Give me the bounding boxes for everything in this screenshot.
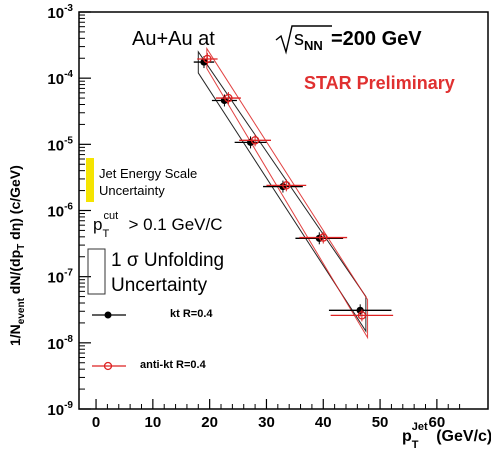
point-anti-kt-r-0-4 <box>357 311 367 320</box>
point-anti-kt-r-0-4 <box>224 93 233 103</box>
y-tick-label: 10-7 <box>47 268 73 287</box>
chart-title: Au+Au at sNN =200 GeV <box>132 28 422 53</box>
x-axis-label: p Jet T (GeV/c) <box>402 421 491 451</box>
y-tick-label: 10-6 <box>47 202 73 221</box>
title-main: Au+Au at <box>132 28 215 50</box>
legend-antikt-marker <box>92 361 126 371</box>
x-tick-label: 10 <box>145 414 162 431</box>
y-axis-label: 1/Nevent dN/(dpT dη) (c/GeV) <box>7 165 27 346</box>
y-tick-label: 10-5 <box>47 135 73 154</box>
legend-kt-marker <box>92 311 126 319</box>
star-preliminary-label: STAR Preliminary <box>304 73 455 93</box>
point-anti-kt-r-0-4 <box>282 181 291 190</box>
title-sqrt-s: sNN <box>294 28 323 53</box>
point-kt-r-0-4 <box>200 58 208 66</box>
y-tick-label: 10-9 <box>47 400 73 419</box>
pt-cut-label: p cut T > 0.1 GeV/C <box>93 210 223 240</box>
x-axis-ticks: 0 10 20 30 40 50 60 <box>92 399 461 431</box>
y-axis-ticks: 10-9 10-8 10-7 10-6 10-5 10-4 10-3 <box>47 3 91 419</box>
jes-swatch <box>86 158 94 202</box>
sqrt-sign <box>275 25 332 55</box>
x-tick-label: 40 <box>315 414 332 431</box>
title-tail: =200 GeV <box>331 28 422 50</box>
legend-antikt-label: anti-kt R=0.4 <box>140 359 206 371</box>
x-tick-label: 0 <box>92 414 100 431</box>
y-tick-label: 10-8 <box>47 334 73 353</box>
x-tick-label: 50 <box>372 414 389 431</box>
unfold-label-line1: 1 σ Unfolding <box>111 250 225 271</box>
data-series <box>193 52 394 322</box>
jes-label-line1: Jet Energy Scale <box>99 166 198 181</box>
unfold-swatch <box>87 248 106 295</box>
x-tick-label: 30 <box>258 414 275 431</box>
x-tick-label: 60 <box>429 414 446 431</box>
band-kt-r-0-4 <box>197 50 367 333</box>
x-tick-label: 20 <box>201 414 218 431</box>
title-nn: NN <box>304 38 323 53</box>
point-anti-kt-r-0-4 <box>203 54 212 64</box>
legend-kt-label: kt R=0.4 <box>170 308 213 320</box>
y-tick-label: 10-3 <box>47 3 73 22</box>
unfold-label-line2: Uncertainty <box>111 275 208 296</box>
y-tick-label: 10-4 <box>47 69 73 88</box>
point-anti-kt-r-0-4 <box>319 233 328 242</box>
point-anti-kt-r-0-4 <box>250 136 260 145</box>
jes-label-line2: Uncertainty <box>99 183 165 198</box>
plot-frame <box>78 11 489 410</box>
